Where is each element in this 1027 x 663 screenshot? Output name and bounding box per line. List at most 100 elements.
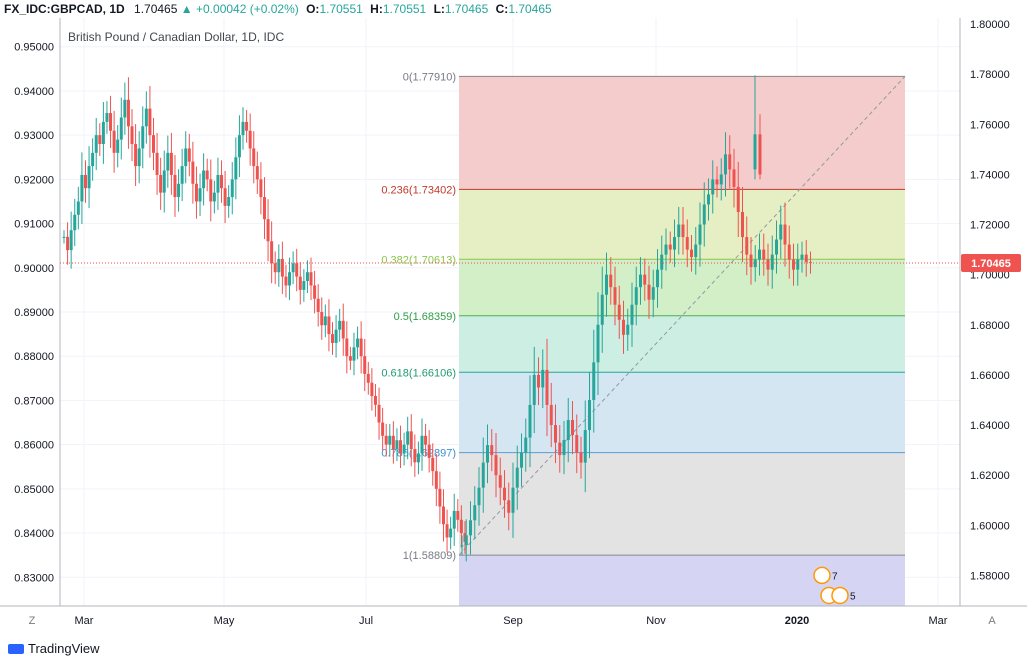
candle-body (187, 148, 191, 162)
left-tick-label: 0.94000 (14, 86, 54, 98)
open-value: 1.70551 (319, 2, 363, 16)
candle-body (259, 179, 263, 198)
candle-body (456, 510, 460, 520)
candle-body (452, 510, 456, 529)
candle-body (212, 192, 216, 202)
fib-level-label: 0.382(1.70613) (381, 254, 456, 266)
fib-band (459, 189, 905, 260)
candle-body (503, 487, 506, 501)
candle-body (130, 126, 134, 144)
candle-body (588, 399, 591, 431)
right-tick-label: 1.62000 (970, 470, 1010, 482)
candle-body (477, 487, 481, 506)
candle-body (284, 276, 288, 286)
event-count-label: 7 (832, 571, 838, 582)
candle-body (626, 324, 630, 335)
candle-body (711, 179, 715, 195)
zoom-toggle: Z (29, 615, 36, 627)
candle-body (252, 148, 256, 167)
candle-body (562, 440, 566, 456)
x-tick-label: May (214, 615, 235, 627)
candle-body (651, 287, 655, 300)
candle-body (76, 201, 80, 215)
candle-body (295, 263, 299, 277)
candle-body (745, 237, 749, 255)
candle-body (677, 224, 681, 238)
fib-level-label: 0.236(1.73402) (381, 184, 456, 196)
event-icon (813, 566, 831, 585)
candle-body (266, 219, 270, 242)
brand-label: TradingView (28, 641, 100, 656)
candle-body (402, 444, 406, 454)
candle-body (494, 455, 498, 476)
left-tick-label: 0.89000 (14, 307, 54, 319)
candle-body (302, 281, 306, 290)
candle-body (388, 435, 392, 445)
candle-body (490, 445, 494, 456)
candle-body (227, 197, 231, 206)
candle-body (787, 244, 791, 260)
candle-body (373, 396, 377, 405)
x-tick-label: Mar (75, 615, 94, 627)
candle-body (280, 258, 284, 277)
candle-body (223, 188, 227, 206)
right-tick-label: 1.68000 (970, 320, 1010, 332)
right-tick-label: 1.80000 (970, 19, 1010, 31)
fib-level-label: 0.618(1.66106) (381, 367, 456, 379)
candle-body (406, 431, 410, 445)
candle-body (481, 462, 485, 488)
candle-body (83, 174, 87, 189)
fib-band (459, 259, 905, 316)
candle-body (800, 254, 804, 260)
candle-body (460, 545, 464, 547)
candle-body (202, 170, 206, 189)
left-tick-label: 0.92000 (14, 174, 54, 186)
candle-body (609, 274, 613, 288)
candle-body (685, 237, 689, 250)
candle-body (173, 174, 177, 198)
tradingview-logo[interactable]: TradingView (8, 641, 100, 656)
left-tick-label: 0.91000 (14, 219, 54, 231)
candle-body (498, 475, 502, 488)
candle-body (345, 338, 349, 357)
x-tick-label: 2020 (785, 615, 809, 627)
candle-body (647, 284, 651, 300)
high-value: 1.70551 (382, 2, 427, 16)
candle-body (804, 254, 808, 263)
candle-body (230, 179, 234, 198)
candle-body (583, 430, 587, 463)
candle-body (101, 121, 105, 144)
candle-body (459, 519, 463, 534)
candle-body (643, 274, 647, 285)
x-tick-label: Nov (646, 615, 666, 627)
right-tick-label: 1.72000 (970, 220, 1010, 232)
candle-body (144, 108, 148, 127)
candle-body (694, 244, 698, 258)
candle-body (660, 254, 664, 270)
candle-body (216, 174, 220, 193)
price-chart[interactable]: 0(1.77910) 0.236(1.73402) 0.382(1.70613) 0.… (0, 18, 1027, 637)
fibonacci-retracement[interactable]: 0(1.77910) 0.236(1.73402) 0.382(1.70613) 0.… (381, 71, 906, 606)
candle-body (549, 404, 553, 426)
candle-body (532, 374, 536, 405)
candle-body (507, 500, 511, 513)
candle-body (537, 374, 540, 388)
chart-title: British Pound / Canadian Dollar, 1D, IDC (68, 30, 284, 44)
fib-level-label: 1(1.58809) (403, 550, 456, 562)
candle-body (639, 274, 642, 288)
candle-body (622, 319, 625, 335)
candle-body (528, 404, 532, 438)
candle-body (664, 244, 668, 255)
candle-body (169, 152, 173, 175)
candle-body (719, 174, 723, 185)
candle-body (634, 287, 638, 305)
symbol-label[interactable]: FX_IDC:GBPCAD, 1D (4, 2, 125, 16)
event-markers[interactable]: 735 (813, 566, 856, 605)
candle-body (313, 285, 317, 299)
candle-body (348, 356, 352, 361)
right-tick-label: 1.60000 (970, 520, 1010, 532)
candle-body (363, 356, 367, 374)
candle-body (613, 287, 617, 305)
candle-body (741, 211, 744, 238)
fib-band (459, 315, 905, 373)
